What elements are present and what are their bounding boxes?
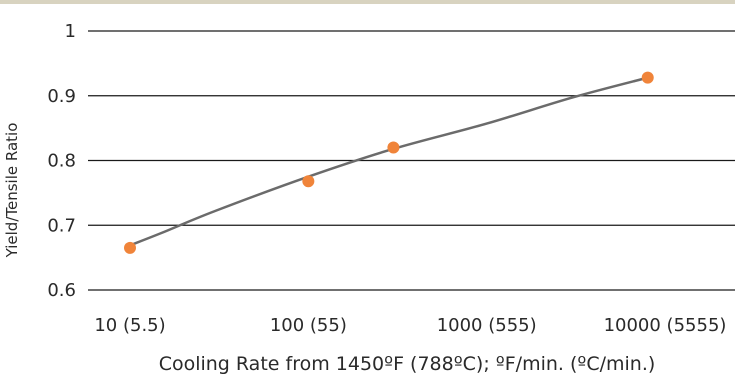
x-axis-title: Cooling Rate from 1450ºF (788ºC); ºF/min… — [159, 353, 656, 375]
y-tick-labels: 0.6 0.7 0.8 0.9 1 — [47, 21, 76, 301]
x-tick-label: 10 (5.5) — [94, 315, 165, 336]
x-tick-label: 100 (55) — [270, 315, 347, 336]
x-tick-label: 1000 (555) — [437, 315, 537, 336]
y-tick-label: 0.6 — [47, 280, 76, 301]
x-tick-labels: 10 (5.5) 100 (55) 1000 (555) 10000 (5555) — [94, 315, 726, 336]
data-points — [124, 71, 654, 254]
y-axis-title: Yield/Tensile Ratio — [3, 123, 21, 259]
top-rule — [0, 0, 735, 4]
grid-lines — [88, 30, 735, 291]
trend-line — [128, 76, 649, 247]
data-point — [387, 141, 400, 154]
data-point — [641, 71, 654, 84]
x-tick-label: 10000 (5555) — [604, 315, 727, 336]
data-point — [124, 241, 136, 254]
data-point — [302, 175, 315, 188]
y-tick-label: 0.7 — [47, 215, 76, 236]
y-tick-label: 0.9 — [47, 86, 76, 107]
y-tick-label: 1 — [65, 21, 76, 42]
y-tick-label: 0.8 — [47, 151, 76, 172]
